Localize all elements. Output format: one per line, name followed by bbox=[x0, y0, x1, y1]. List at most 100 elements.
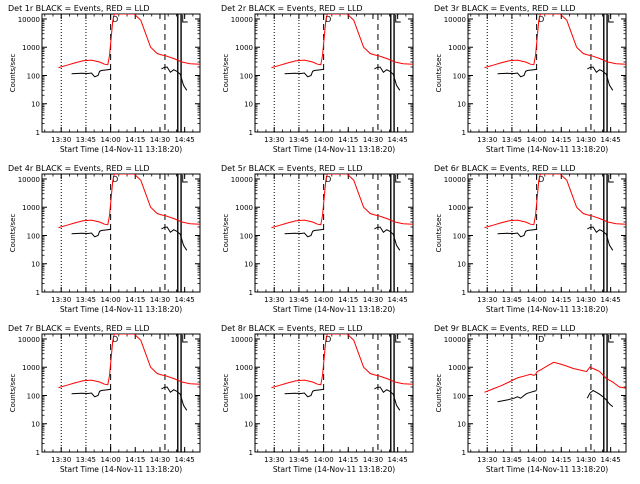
x-tick-label: 13:30 bbox=[264, 296, 284, 304]
x-tick-label: 13:45 bbox=[76, 456, 96, 464]
y-axis-label: Counts/sec bbox=[435, 54, 443, 93]
x-tick-label: 13:45 bbox=[502, 136, 522, 144]
series-line-events bbox=[284, 388, 324, 398]
series-line-events bbox=[374, 226, 401, 251]
x-axis-label: Start Time (14-Nov-11 13:18:20) bbox=[273, 145, 395, 154]
y-tick-label: 1 bbox=[249, 449, 253, 457]
subplot-det-5: Det 5r BLACK = Events, RED = LLD 1 10 100 10… bbox=[221, 164, 414, 314]
series-line-events bbox=[71, 388, 111, 398]
y-tick-label: 1 bbox=[36, 289, 40, 297]
plot-title: Det 1r BLACK = Events, RED = LLD bbox=[8, 4, 150, 13]
x-axis-label: Start Time (14-Nov-11 13:18:20) bbox=[486, 305, 608, 314]
series-line-events bbox=[374, 386, 401, 411]
series-line-lld bbox=[271, 334, 413, 389]
x-axis-label: Start Time (14-Nov-11 13:18:20) bbox=[486, 465, 608, 474]
marker-label-d: D bbox=[538, 175, 544, 184]
subplot-det-8: Det 8r BLACK = Events, RED = LLD 1 10 100 10… bbox=[221, 324, 414, 474]
x-tick-label: 14:45 bbox=[175, 136, 195, 144]
x-tick-label: 14:15 bbox=[125, 456, 145, 464]
x-tick-label: 14:45 bbox=[388, 456, 408, 464]
series-line-lld bbox=[58, 14, 200, 69]
series-line-events bbox=[497, 390, 537, 403]
y-tick-label: 10000 bbox=[231, 336, 253, 344]
bracket-marker bbox=[608, 15, 614, 23]
y-tick-label: 10000 bbox=[18, 336, 40, 344]
y-tick-label: 10 bbox=[457, 101, 466, 109]
marker-label-d: D bbox=[325, 335, 331, 344]
bracket-marker bbox=[608, 335, 614, 343]
series-line-events bbox=[161, 66, 188, 91]
marker-label-d: D bbox=[112, 15, 118, 24]
x-tick-label: 14:30 bbox=[576, 296, 596, 304]
y-tick-label: 1000 bbox=[22, 44, 40, 52]
plot-frame bbox=[467, 173, 627, 293]
y-tick-label: 1 bbox=[249, 129, 253, 137]
x-tick-label: 14:15 bbox=[338, 296, 358, 304]
y-tick-label: 1 bbox=[249, 289, 253, 297]
x-tick-label: 14:15 bbox=[338, 136, 358, 144]
series-line-lld bbox=[271, 14, 413, 69]
bracket-marker bbox=[395, 175, 401, 183]
subplot-det-6: Det 6r BLACK = Events, RED = LLD 1 10 100 10… bbox=[434, 164, 627, 314]
x-axis-label: Start Time (14-Nov-11 13:18:20) bbox=[273, 305, 395, 314]
x-tick-label: 14:15 bbox=[338, 456, 358, 464]
bracket-marker bbox=[395, 335, 401, 343]
y-tick-label: 10 bbox=[244, 101, 253, 109]
x-tick-label: 14:15 bbox=[551, 136, 571, 144]
y-tick-label: 10000 bbox=[231, 16, 253, 24]
x-tick-label: 13:30 bbox=[477, 136, 497, 144]
x-tick-label: 14:30 bbox=[150, 296, 170, 304]
y-tick-label: 1000 bbox=[448, 364, 466, 372]
y-tick-label: 100 bbox=[27, 392, 40, 400]
marker-label-d: D bbox=[538, 335, 544, 344]
x-tick-label: 13:30 bbox=[477, 296, 497, 304]
y-axis-label: Counts/sec bbox=[435, 374, 443, 413]
y-tick-label: 1000 bbox=[235, 204, 253, 212]
y-tick-label: 100 bbox=[27, 232, 40, 240]
plot-title: Det 2r BLACK = Events, RED = LLD bbox=[221, 4, 363, 13]
x-tick-label: 14:15 bbox=[125, 136, 145, 144]
x-tick-label: 14:45 bbox=[601, 136, 621, 144]
y-tick-label: 1 bbox=[462, 289, 466, 297]
x-tick-label: 14:45 bbox=[175, 456, 195, 464]
series-line-events bbox=[587, 226, 614, 251]
series-line-events bbox=[71, 228, 111, 238]
plot-frame bbox=[467, 13, 627, 133]
marker-label-d: D bbox=[112, 175, 118, 184]
series-line-events bbox=[587, 66, 614, 91]
plot-title: Det 3r BLACK = Events, RED = LLD bbox=[434, 4, 576, 13]
x-axis-label: Start Time (14-Nov-11 13:18:20) bbox=[486, 145, 608, 154]
bracket-marker bbox=[182, 335, 188, 343]
x-axis-label: Start Time (14-Nov-11 13:18:20) bbox=[60, 145, 182, 154]
x-tick-label: 13:45 bbox=[502, 296, 522, 304]
bracket-marker bbox=[182, 15, 188, 23]
x-tick-label: 14:45 bbox=[601, 456, 621, 464]
plot-frame bbox=[41, 173, 201, 293]
plot-frame bbox=[41, 13, 201, 133]
y-tick-label: 100 bbox=[453, 392, 466, 400]
series-line-events bbox=[71, 68, 111, 78]
y-tick-label: 10 bbox=[244, 421, 253, 429]
y-tick-label: 1 bbox=[36, 449, 40, 457]
y-tick-label: 100 bbox=[240, 232, 253, 240]
series-line-lld bbox=[271, 174, 413, 229]
y-tick-label: 10 bbox=[457, 261, 466, 269]
plot-title: Det 5r BLACK = Events, RED = LLD bbox=[221, 164, 363, 173]
y-tick-label: 10 bbox=[244, 261, 253, 269]
x-tick-label: 14:00 bbox=[526, 296, 546, 304]
y-axis-label: Counts/sec bbox=[222, 54, 230, 93]
plot-title: Det 6r BLACK = Events, RED = LLD bbox=[434, 164, 576, 173]
x-tick-label: 14:45 bbox=[388, 136, 408, 144]
y-tick-label: 1000 bbox=[235, 44, 253, 52]
plot-title: Det 8r BLACK = Events, RED = LLD bbox=[221, 324, 363, 333]
x-tick-label: 14:00 bbox=[100, 456, 120, 464]
y-tick-label: 100 bbox=[453, 72, 466, 80]
x-tick-label: 13:45 bbox=[76, 136, 96, 144]
series-line-events bbox=[374, 66, 401, 91]
subplot-det-2: Det 2r BLACK = Events, RED = LLD 1 10 100 10… bbox=[221, 4, 414, 154]
x-tick-label: 14:00 bbox=[526, 456, 546, 464]
y-tick-label: 100 bbox=[240, 72, 253, 80]
x-axis-label: Start Time (14-Nov-11 13:18:20) bbox=[60, 305, 182, 314]
plot-title: Det 4r BLACK = Events, RED = LLD bbox=[8, 164, 150, 173]
y-tick-label: 10000 bbox=[18, 176, 40, 184]
